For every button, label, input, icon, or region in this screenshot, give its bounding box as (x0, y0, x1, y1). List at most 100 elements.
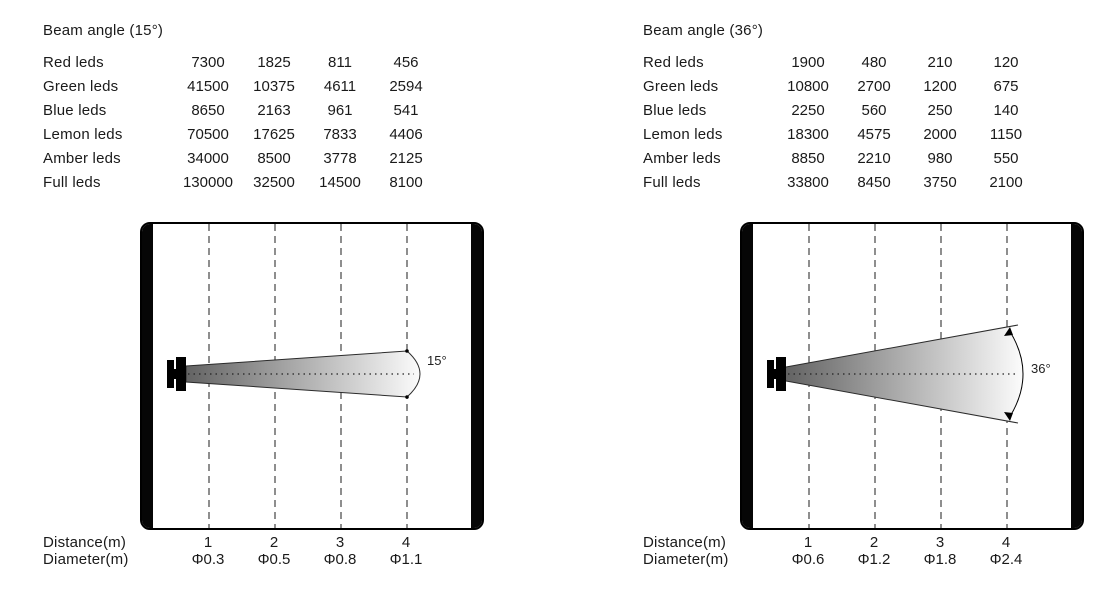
panel-title: Beam angle (15°) (43, 22, 164, 39)
arc-arrow-top (1004, 327, 1013, 336)
intensity-value: 560 (861, 101, 887, 119)
table-row: Full leds 33800 8450 3750 2100 (630, 170, 1040, 194)
intensity-value: 8650 (191, 101, 225, 119)
row-label: Green leds (43, 77, 119, 95)
distance-value: 1 (203, 534, 213, 551)
intensity-value: 1200 (923, 77, 957, 95)
light-fixture-icon (767, 357, 786, 391)
beam-cone-edges (785, 324, 1019, 424)
row-label: Lemon leds (43, 125, 123, 143)
intensity-value: 8850 (791, 149, 825, 167)
intensity-value: 18300 (787, 125, 829, 143)
intensity-value: 1150 (989, 125, 1023, 143)
intensity-value: 70500 (187, 125, 229, 143)
intensity-value: 4406 (389, 125, 423, 143)
distance-value: 4 (1001, 534, 1011, 551)
diameter-value: Φ0.6 (791, 551, 825, 568)
intensity-value: 8100 (389, 173, 423, 191)
angle-arc (1008, 329, 1024, 419)
distance-value: 4 (401, 534, 411, 551)
light-fixture-icon (167, 357, 186, 391)
distance-value: 3 (935, 534, 945, 551)
intensity-value: 4611 (323, 77, 357, 95)
intensity-value: 4575 (857, 125, 891, 143)
beam-diagram-frame: 36° (740, 222, 1084, 530)
panel-title: Beam angle (36°) (643, 22, 764, 39)
diameter-value: Φ1.8 (923, 551, 957, 568)
distance-row: Distance(m) 1 2 3 4 (630, 534, 1040, 551)
table-row: Blue leds 2250 560 250 140 (630, 98, 1040, 122)
intensity-value: 811 (328, 53, 352, 71)
diameter-axis-label: Diameter(m) (643, 551, 729, 568)
table-row: Lemon leds 70500 17625 7833 4406 (30, 122, 440, 146)
table-row: Full leds 130000 32500 14500 8100 (30, 170, 440, 194)
intensity-value: 32500 (253, 173, 295, 191)
row-label: Full leds (43, 173, 101, 191)
row-label: Amber leds (643, 149, 721, 167)
intensity-value: 2594 (389, 77, 423, 95)
arc-arrow-bottom (1004, 412, 1013, 421)
distance-value: 1 (803, 534, 813, 551)
intensity-value: 8500 (257, 149, 291, 167)
intensity-value: 2125 (389, 149, 423, 167)
row-label: Blue leds (643, 101, 707, 119)
row-label: Green leds (643, 77, 719, 95)
wall-bar-right (1071, 224, 1082, 528)
table-row: Red leds 1900 480 210 120 (630, 50, 1040, 74)
row-label: Blue leds (43, 101, 107, 119)
intensity-value: 14500 (319, 173, 361, 191)
row-label: Lemon leds (643, 125, 723, 143)
intensity-value: 41500 (187, 77, 229, 95)
distance-gridlines (808, 224, 1008, 528)
distance-axis-label: Distance(m) (643, 534, 727, 551)
intensity-value: 675 (993, 77, 1019, 95)
beam-angle-value: 15° (427, 353, 447, 368)
diameter-value: Φ1.2 (857, 551, 891, 568)
wall-bar-left (742, 224, 753, 528)
beam-diagram (142, 224, 482, 528)
distance-value: 2 (869, 534, 879, 551)
table-row: Blue leds 8650 2163 961 541 (30, 98, 440, 122)
intensity-value: 34000 (187, 149, 229, 167)
intensity-value: 550 (993, 149, 1019, 167)
row-label: Amber leds (43, 149, 121, 167)
intensity-value: 140 (993, 101, 1019, 119)
intensity-value: 480 (861, 53, 887, 71)
intensity-table: Red leds 7300 1825 811 456 Green leds 41500 103… (30, 50, 440, 194)
intensity-value: 10375 (253, 77, 295, 95)
intensity-value: 10800 (787, 77, 829, 95)
distance-row: Distance(m) 1 2 3 4 (30, 534, 440, 551)
row-label: Red leds (643, 53, 704, 71)
beam-diagram (742, 224, 1082, 528)
intensity-value: 2000 (923, 125, 957, 143)
table-row: Red leds 7300 1825 811 456 (30, 50, 440, 74)
intensity-value: 2700 (857, 77, 891, 95)
wall-bar-right (471, 224, 482, 528)
intensity-value: 8450 (857, 173, 891, 191)
intensity-value: 130000 (182, 173, 234, 191)
intensity-value: 3750 (923, 173, 957, 191)
arc-end-mark-top (405, 349, 409, 353)
diameter-value: Φ0.8 (323, 551, 357, 568)
distance-gridlines (208, 224, 408, 528)
intensity-value: 33800 (787, 173, 829, 191)
diameter-value: Φ1.1 (389, 551, 423, 568)
table-row: Lemon leds 18300 4575 2000 1150 (630, 122, 1040, 146)
intensity-value: 456 (393, 53, 419, 71)
intensity-value: 2210 (857, 149, 891, 167)
row-label: Red leds (43, 53, 104, 71)
intensity-value: 7300 (191, 53, 225, 71)
table-row: Green leds 10800 2700 1200 675 (630, 74, 1040, 98)
distance-value: 2 (269, 534, 279, 551)
intensity-value: 1900 (791, 53, 825, 71)
table-row: Green leds 41500 10375 4611 2594 (30, 74, 440, 98)
intensity-value: 120 (993, 53, 1019, 71)
table-row: Amber leds 8850 2210 980 550 (630, 146, 1040, 170)
distance-axis-label: Distance(m) (43, 534, 127, 551)
wall-bar-left (142, 224, 153, 528)
arc-end-mark-bottom (405, 395, 409, 399)
intensity-table: Red leds 1900 480 210 120 Green leds 10800 2700… (630, 50, 1040, 194)
table-row: Amber leds 34000 8500 3778 2125 (30, 146, 440, 170)
diameter-value: Φ0.5 (257, 551, 291, 568)
